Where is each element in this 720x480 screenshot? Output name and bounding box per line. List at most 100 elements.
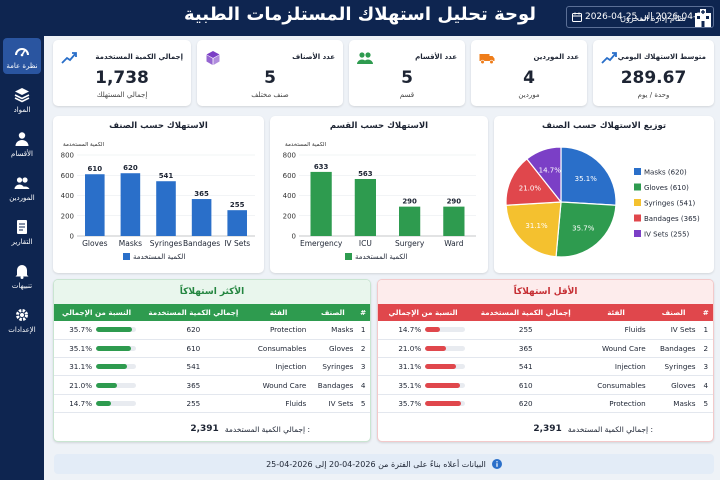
kpi-value: 1,738 <box>95 68 149 88</box>
bar-value-label: 255 <box>230 201 245 209</box>
sidebar-item-6[interactable]: الإعدادات <box>3 302 41 338</box>
table-row[interactable]: 5 Masks Protection 620 35.7% <box>378 394 713 413</box>
kpi-title: عدد الموردين <box>533 53 579 61</box>
sidebar-item-label: تنبيهات <box>11 281 33 290</box>
pie-slice-label: 35.1% <box>575 175 598 183</box>
sidebar-item-3[interactable]: الموردين <box>3 170 41 206</box>
y-axis-label: الكمية المستخدمة <box>63 141 105 148</box>
users-icon <box>357 52 373 64</box>
percent-bar-fill <box>425 364 457 370</box>
date-range-picker[interactable]: 2026-04-25 إلى 2026-04-20 <box>566 6 714 28</box>
brand-name: نظام إدارة المخزون <box>620 13 686 23</box>
percent-bar-fill <box>425 382 461 388</box>
y-tick-label: 200 <box>283 212 296 220</box>
x-tick-label: Bandages <box>183 239 220 248</box>
pie-slice <box>560 146 617 206</box>
y-tick-label: 400 <box>283 192 296 200</box>
table-row[interactable]: 3 Syringes Injection 541 31.1% <box>378 357 713 377</box>
pie-slice <box>505 201 562 258</box>
table-row[interactable]: 3 Syringes Injection 541 31.1% <box>54 357 370 377</box>
most-consumed-title: الأكثر استهلاكاً <box>54 280 370 304</box>
kpi-subtitle: إجمالي المستهلك <box>96 91 148 99</box>
sidebar-item-5[interactable]: تنبيهات <box>3 258 41 294</box>
most-total-value: 2,391 <box>190 424 219 434</box>
percent-cell: 31.1% <box>378 357 469 377</box>
percent-bar <box>425 345 466 351</box>
most-consumed-table: # الصنف الفئة إجمالي الكمية المستخدمة النسبة… <box>54 304 370 413</box>
table-header-row: # الصنف الفئة إجمالي الكمية المستخدمة النسبة… <box>54 304 370 321</box>
info-icon <box>491 459 502 469</box>
table-row[interactable]: 1 IV Sets Fluids 255 14.7% <box>378 321 713 340</box>
footer-text: البيانات أعلاه بناءً على الفترة من 2026-… <box>266 459 486 469</box>
kpi-title: إجمالي الكمية المستخدمة <box>95 53 183 61</box>
percent-bar-fill <box>425 327 440 333</box>
item-cell: IV Sets <box>309 394 357 413</box>
sidebar-item-label: نظرة عامة <box>6 61 38 70</box>
category-cell: Injection <box>583 357 649 377</box>
sidebar-item-4[interactable]: التقارير <box>3 214 41 250</box>
pie-slice-label: 35.7% <box>572 224 595 232</box>
kpi-card-4: إجمالي الكمية المستخدمة 1,738 إجمالي الم… <box>53 40 191 106</box>
department-bar-chart: الكمية المستخدمة 0 200 400 600 800 633 Emergenc… <box>283 141 476 261</box>
truck-icon <box>479 54 495 65</box>
legend-swatch <box>634 214 641 222</box>
y-tick-label: 0 <box>70 233 74 241</box>
table-header-row: # الصنف الفئة إجمالي الكمية المستخدمة النسبة… <box>378 304 713 321</box>
y-axis-label: الكمية المستخدمة <box>285 141 327 148</box>
table-row[interactable]: 2 Gloves Consumables 610 35.1% <box>54 339 370 359</box>
column-header: الصنف <box>648 304 699 321</box>
kpi-title: عدد الأقسام <box>415 53 457 61</box>
y-tick-label: 200 <box>61 212 74 220</box>
percent-cell: 14.7% <box>378 321 469 340</box>
percent-cell: 14.7% <box>54 394 140 413</box>
row-index: 1 <box>356 321 370 340</box>
user-icon <box>15 131 29 146</box>
percent-text: 21.0% <box>398 343 422 353</box>
kpi-card-3: عدد الأصناف 5 صنف مختلف <box>197 40 343 106</box>
quantity-cell: 620 <box>139 321 248 340</box>
gear-icon <box>16 308 28 321</box>
pie-chart: 35.1% 35.7% 31.1% 21.0% 14.7% Masks (620) Glov… <box>505 146 700 258</box>
date-from: 2026-04-20 <box>655 12 708 22</box>
bar-value-label: 610 <box>87 165 102 173</box>
percent-cell: 35.1% <box>378 375 469 395</box>
table-row[interactable]: 5 IV Sets Fluids 255 14.7% <box>54 394 370 413</box>
kpi-card-1: عدد الموردين 4 موردين <box>471 40 587 106</box>
pie-slice <box>525 146 562 204</box>
quantity-cell: 541 <box>139 357 248 377</box>
quantity-cell: 610 <box>468 375 584 395</box>
most-total-label: إجمالي الكمية المستخدمة : <box>224 424 310 434</box>
top-header: 2026-04-25 إلى 2026-04-20 لوحة تحليل است… <box>0 0 720 36</box>
kpi-value: 5 <box>401 68 413 88</box>
x-tick-label: ICU <box>359 239 372 248</box>
percent-bar-fill <box>96 345 132 351</box>
x-tick-label: Ward <box>444 239 463 248</box>
table-row[interactable]: 4 Gloves Consumables 610 35.1% <box>378 375 713 395</box>
percent-bar <box>425 400 466 406</box>
category-cell: Protection <box>247 321 310 340</box>
sidebar-item-0[interactable]: نظرة عامة <box>3 38 41 74</box>
x-tick-label: Gloves <box>82 239 108 248</box>
item-cell: Gloves <box>648 375 699 395</box>
item-cell: Bandages <box>309 375 357 395</box>
percent-cell: 21.0% <box>54 375 140 395</box>
pie-slice-label: 14.7% <box>539 166 562 174</box>
sidebar-item-1[interactable]: المواد <box>3 82 41 118</box>
sidebar-item-2[interactable]: الأقسام <box>3 126 41 162</box>
y-tick-label: 600 <box>283 172 296 180</box>
quantity-cell: 365 <box>139 375 248 395</box>
table-row[interactable]: 2 Bandages Wound Care 365 21.0% <box>378 339 713 359</box>
item-chart-card: الاستهلاك حسب الصنف الكمية المستخدمة 0 200… <box>53 116 264 273</box>
legend-label: الكمية المستخدمة <box>133 253 185 261</box>
least-consumed-table: # الصنف الفئة إجمالي الكمية المستخدمة النسبة… <box>378 304 713 413</box>
legend-label: الكمية المستخدمة <box>355 253 407 261</box>
category-cell: Injection <box>247 357 310 377</box>
percent-bar-fill <box>96 382 118 388</box>
table-row[interactable]: 4 Bandages Wound Care 365 21.0% <box>54 375 370 395</box>
percent-cell: 31.1% <box>54 357 140 377</box>
bar <box>399 206 421 236</box>
bar-value-label: 633 <box>314 163 329 171</box>
quantity-cell: 255 <box>139 394 248 413</box>
item-cell: IV Sets <box>648 321 699 340</box>
table-row[interactable]: 1 Masks Protection 620 35.7% <box>54 321 370 340</box>
